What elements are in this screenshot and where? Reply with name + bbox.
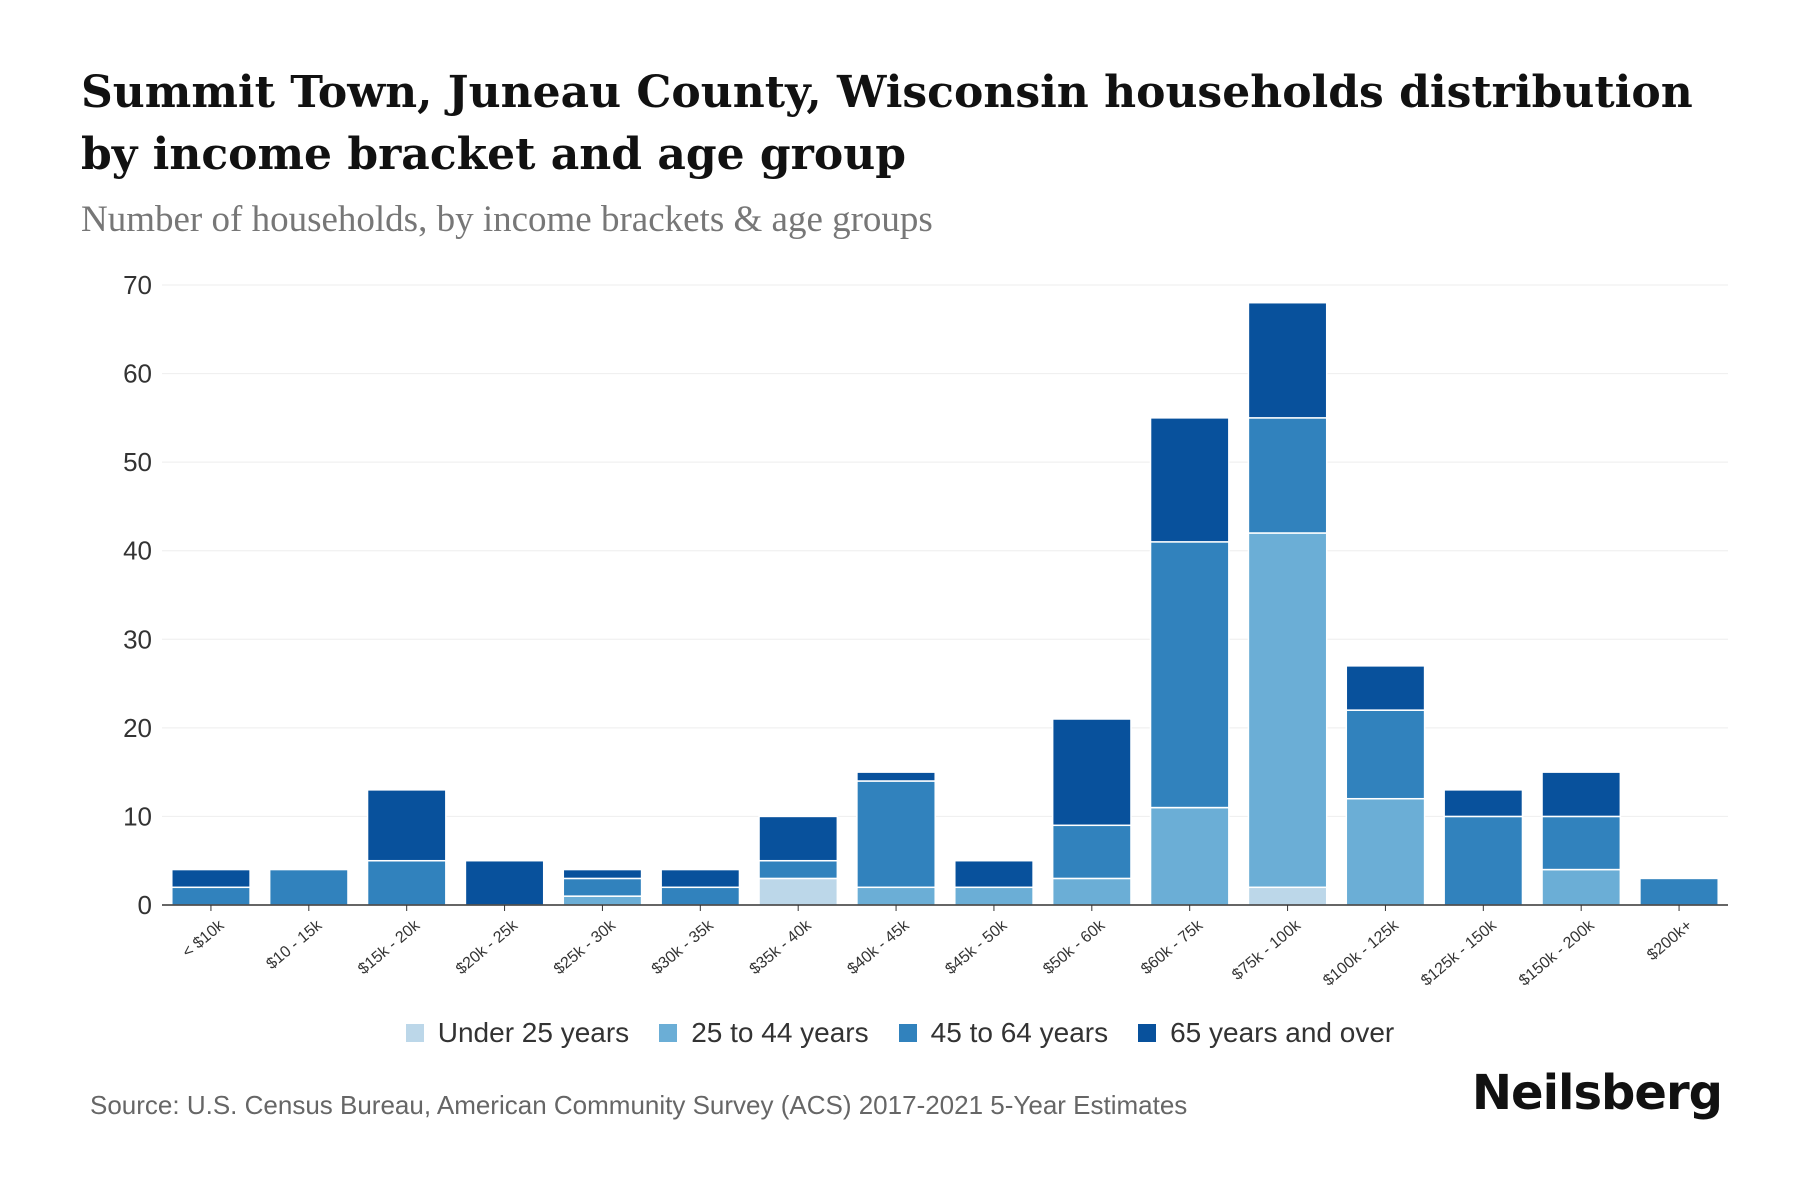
y-tick-label: 10 [123,801,152,831]
bar-segment [660,868,741,889]
bar-segment [1247,417,1328,534]
legend-item: 65 years and over [1138,1017,1394,1049]
bar-segment [464,859,545,906]
bar-segment [268,868,349,906]
x-tick-label: $150k - 200k [1516,916,1599,989]
y-tick-label: 70 [123,270,152,300]
bar-segment [171,868,251,889]
x-tick-label: $20k - 25k [453,916,522,978]
bar-segment [1247,301,1328,419]
bar-segment [1345,797,1426,906]
bar-segment [660,886,741,906]
x-tick-label: $75k - 100k [1229,916,1305,983]
bar-segment [1247,886,1328,906]
bar-segment [1247,532,1328,889]
bar-segment [1149,541,1230,809]
x-tick-label: $15k - 20k [355,916,424,978]
legend-label: 65 years and over [1170,1017,1395,1048]
bar-segment [171,886,251,906]
bar-segment [1051,824,1132,880]
legend-label: Under 25 years [437,1017,630,1048]
legend-item: Under 25 years [405,1017,630,1049]
bar-segment [1541,815,1622,871]
bar-segment [1345,709,1426,800]
bar-segment [1443,789,1524,818]
y-tick-label: 20 [123,713,152,743]
x-tick-label: $35k - 40k [747,916,816,978]
bar-segment [1149,417,1230,543]
bar-segment [366,789,447,862]
x-tick-label: $45k - 50k [942,916,1011,978]
bar-segment [1541,771,1622,818]
legend-swatch [659,1024,678,1042]
bar-segment [1443,815,1524,906]
x-tick-label: $100k - 125k [1320,916,1403,989]
x-tick-label: < $10k [179,916,228,961]
source-note: Source: U.S. Census Bureau, American Com… [90,1090,1188,1120]
x-tick-label: $30k - 35k [649,916,718,978]
chart-title: Summit Town, Juneau County, Wisconsin ho… [81,67,1693,180]
bar-segment [856,886,936,906]
x-tick-label: $200k+ [1644,917,1695,964]
bar-segment [954,859,1034,889]
y-tick-label: 0 [138,890,152,920]
bar-segment [758,859,839,880]
bar-segment [562,877,643,897]
bar-segment [1541,868,1622,906]
y-tick-label: 40 [123,536,152,566]
legend-item: 25 to 44 years [659,1017,869,1049]
legend-swatch [405,1024,424,1042]
bar-segment [562,868,643,880]
bar-segment [1639,877,1719,906]
brand-logo: Neilsberg [1471,1065,1723,1121]
x-tick-label: $10 - 15k [263,916,326,973]
bar-segment [954,886,1034,906]
bar-segment [562,895,643,906]
x-tick-label: $50k - 60k [1040,916,1109,978]
legend-label: 45 to 64 years [930,1017,1109,1048]
legend-label: 25 to 44 years [691,1017,869,1048]
bar-segment [758,877,839,906]
bar-segment [366,859,447,906]
bar-segment [1149,806,1230,906]
legend: Under 25 years 25 to 44 years 45 to 64 yea… [0,1017,1800,1049]
legend-swatch [898,1024,917,1042]
bar-segment [758,815,839,862]
x-tick-label: $60k - 75k [1138,916,1207,978]
y-tick-label: 30 [123,624,152,654]
bar-segment [856,780,936,889]
x-tick-label: $125k - 150k [1418,916,1501,989]
x-tick-label: $25k - 30k [551,916,620,978]
chart-subtitle: Number of households, by income brackets… [81,199,933,240]
y-tick-label: 60 [123,359,152,389]
bar-segment [1051,877,1132,906]
y-tick-label: 50 [123,447,152,477]
bar-segment [856,771,936,782]
legend-item: 45 to 64 years [898,1017,1109,1049]
bar-segment [1345,665,1426,711]
legend-swatch [1138,1024,1157,1042]
x-tick-label: $40k - 45k [844,916,913,978]
bar-segment [1051,718,1132,827]
